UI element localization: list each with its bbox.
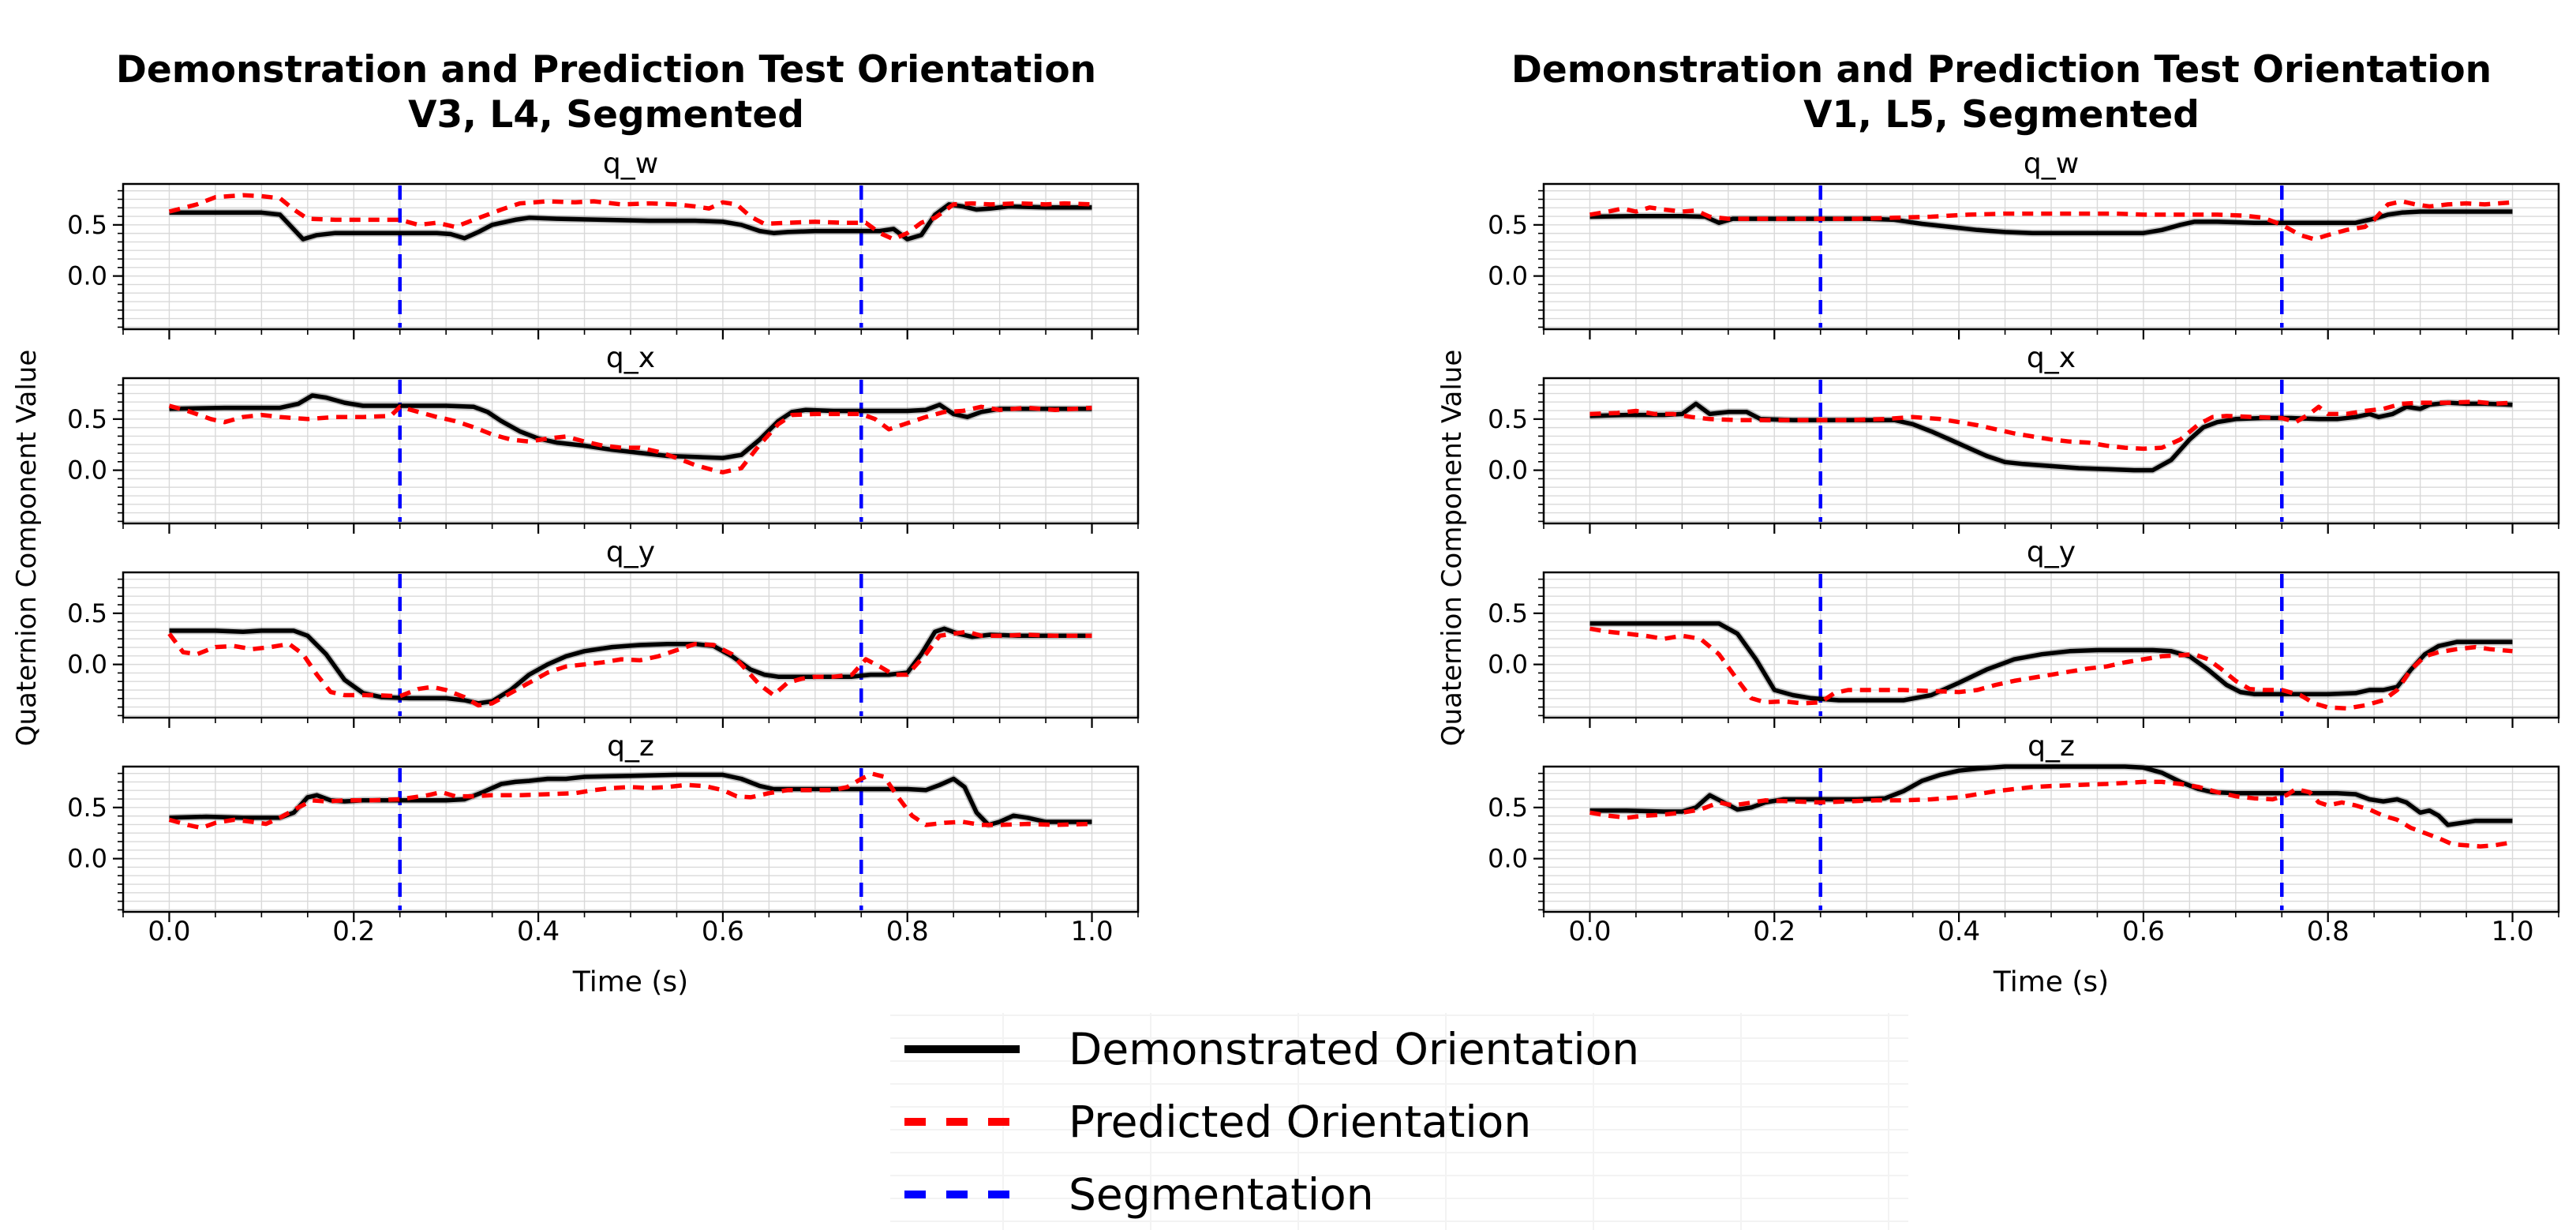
tick-marks bbox=[113, 772, 1139, 922]
figure-title-line2: V3, L4, Segmented bbox=[408, 93, 804, 137]
grid-lines bbox=[1544, 378, 2559, 523]
x-tick-label: 0.6 bbox=[702, 916, 744, 947]
x-tick-label: 0.2 bbox=[1753, 916, 1795, 947]
legend-item-demonstrated: Demonstrated Orientation bbox=[890, 1013, 1908, 1086]
y-tick-label: 0.5 bbox=[1488, 210, 1528, 240]
subplot-title: q_y bbox=[2027, 536, 2076, 568]
subplot-q_x: 0.0 0.5 q_x bbox=[1488, 342, 2560, 534]
demonstrated-line bbox=[1589, 621, 2513, 703]
tick-marks bbox=[113, 189, 1139, 339]
y-tick-label: 0.0 bbox=[67, 456, 107, 486]
subplot-q_z: 0.0 0.5 q_z 0.0 0.2 0.4 0.6 0.8 1.0 bbox=[1488, 730, 2560, 947]
subplot-title: q_z bbox=[2027, 730, 2075, 763]
legend-label: Demonstrated Orientation bbox=[1069, 1023, 1640, 1074]
legend-item-predicted: Predicted Orientation bbox=[890, 1086, 1908, 1158]
figure-title-line1: Demonstration and Prediction Test Orient… bbox=[1511, 48, 2492, 92]
y-tick-label: 0.5 bbox=[67, 210, 107, 240]
tick-marks bbox=[1533, 384, 2559, 534]
y-tick-label: 0.0 bbox=[1488, 261, 1528, 291]
grid-lines bbox=[123, 767, 1138, 912]
y-tick-label: 0.0 bbox=[1488, 844, 1528, 874]
figure-title-line1: Demonstration and Prediction Test Orient… bbox=[115, 48, 1097, 92]
subplot-q_z: 0.0 0.5 q_z 0.0 0.2 0.4 0.6 0.8 1.0 bbox=[67, 730, 1140, 947]
y-tick-label: 0.5 bbox=[67, 404, 107, 434]
predicted-line bbox=[168, 771, 1092, 831]
subplot-title: q_x bbox=[2027, 342, 2076, 374]
y-tick-label: 0.5 bbox=[1488, 598, 1528, 628]
y-tick-label: 0.5 bbox=[1488, 793, 1528, 823]
subplot-q_y: 0.0 0.5 q_y bbox=[1488, 536, 2560, 728]
subplot-q_x: 0.0 0.5 q_x bbox=[67, 342, 1140, 534]
subplot-title: q_y bbox=[606, 536, 655, 568]
subplot-title: q_w bbox=[603, 148, 658, 180]
subplot-q_y: 0.0 0.5 q_y bbox=[67, 536, 1140, 728]
subplot-title: q_z bbox=[607, 730, 654, 763]
demonstrated-line bbox=[169, 626, 1092, 706]
x-tick-label: 0.6 bbox=[2122, 916, 2165, 947]
legend-item-segmentation: Segmentation bbox=[890, 1158, 1908, 1230]
legend-label: Predicted Orientation bbox=[1069, 1096, 1532, 1147]
y-tick-label: 0.5 bbox=[67, 793, 107, 823]
x-tick-label: 1.0 bbox=[2492, 916, 2534, 947]
predicted-line bbox=[1589, 199, 2513, 242]
demonstrated-line bbox=[169, 393, 1092, 460]
figure-title-line2: V1, L5, Segmented bbox=[1803, 93, 2200, 137]
legend: Demonstrated Orientation Predicted Orien… bbox=[890, 1013, 1908, 1230]
dashed-line-sample-icon bbox=[904, 1191, 1020, 1198]
figure-title: Demonstration and Prediction Test Orient… bbox=[71, 47, 1141, 137]
x-axis-label: Time (s) bbox=[572, 966, 689, 999]
tick-marks bbox=[113, 578, 1139, 728]
predicted-line bbox=[1589, 779, 2513, 849]
tick-marks bbox=[1533, 189, 2559, 339]
demonstrated-line bbox=[1589, 400, 2513, 473]
subplot-q_w: 0.0 0.5 q_w bbox=[1488, 148, 2560, 339]
x-tick-label: 1.0 bbox=[1071, 916, 1114, 947]
demonstrated-line bbox=[169, 202, 1092, 242]
figure-title: Demonstration and Prediction Test Orient… bbox=[1466, 47, 2537, 137]
solid-line-sample-icon bbox=[904, 1045, 1020, 1053]
y-tick-label: 0.5 bbox=[1488, 404, 1528, 434]
y-tick-label: 0.5 bbox=[67, 598, 107, 628]
dashed-line-sample-icon bbox=[904, 1118, 1020, 1126]
grid-lines bbox=[1544, 184, 2559, 329]
tick-marks bbox=[1533, 578, 2559, 728]
x-tick-label: 0.4 bbox=[1938, 916, 1980, 947]
grid-lines bbox=[1544, 572, 2559, 718]
grid-lines bbox=[123, 378, 1138, 523]
y-tick-label: 0.0 bbox=[67, 650, 107, 680]
x-tick-label: 0.0 bbox=[148, 916, 190, 947]
x-tick-label: 0.8 bbox=[886, 916, 929, 947]
x-tick-label: 0.0 bbox=[1568, 916, 1611, 947]
y-tick-label: 0.0 bbox=[67, 261, 107, 291]
predicted-line bbox=[1589, 626, 2513, 711]
tick-marks bbox=[1533, 772, 2559, 922]
subplot-title: q_w bbox=[2024, 148, 2079, 180]
y-tick-label: 0.0 bbox=[67, 844, 107, 874]
grid-lines bbox=[1544, 767, 2559, 912]
y-tick-label: 0.0 bbox=[1488, 650, 1528, 680]
y-tick-label: 0.0 bbox=[1488, 456, 1528, 486]
subplots-svg: 0.00.5q_w0.00.5q_x0.00.5q_y0.00.5q_z0.0 0… bbox=[67, 148, 1140, 947]
legend-label: Segmentation bbox=[1069, 1168, 1374, 1220]
predicted-line bbox=[1589, 399, 2513, 452]
predicted-line bbox=[168, 403, 1092, 474]
x-axis-label: Time (s) bbox=[1993, 966, 2110, 999]
subplots-svg: 0.00.5q_w0.00.5q_x0.00.5q_y0.00.5q_z0.0 0… bbox=[1488, 148, 2560, 947]
tick-marks bbox=[113, 384, 1139, 534]
x-tick-label: 0.2 bbox=[332, 916, 375, 947]
subplot-q_w: 0.0 0.5 q_w bbox=[67, 148, 1140, 339]
subplot-title: q_x bbox=[606, 342, 655, 374]
demonstrated-line bbox=[169, 772, 1092, 827]
grid-lines bbox=[123, 184, 1138, 329]
x-tick-label: 0.8 bbox=[2307, 916, 2349, 947]
x-tick-label: 0.4 bbox=[517, 916, 560, 947]
predicted-line bbox=[168, 193, 1092, 242]
